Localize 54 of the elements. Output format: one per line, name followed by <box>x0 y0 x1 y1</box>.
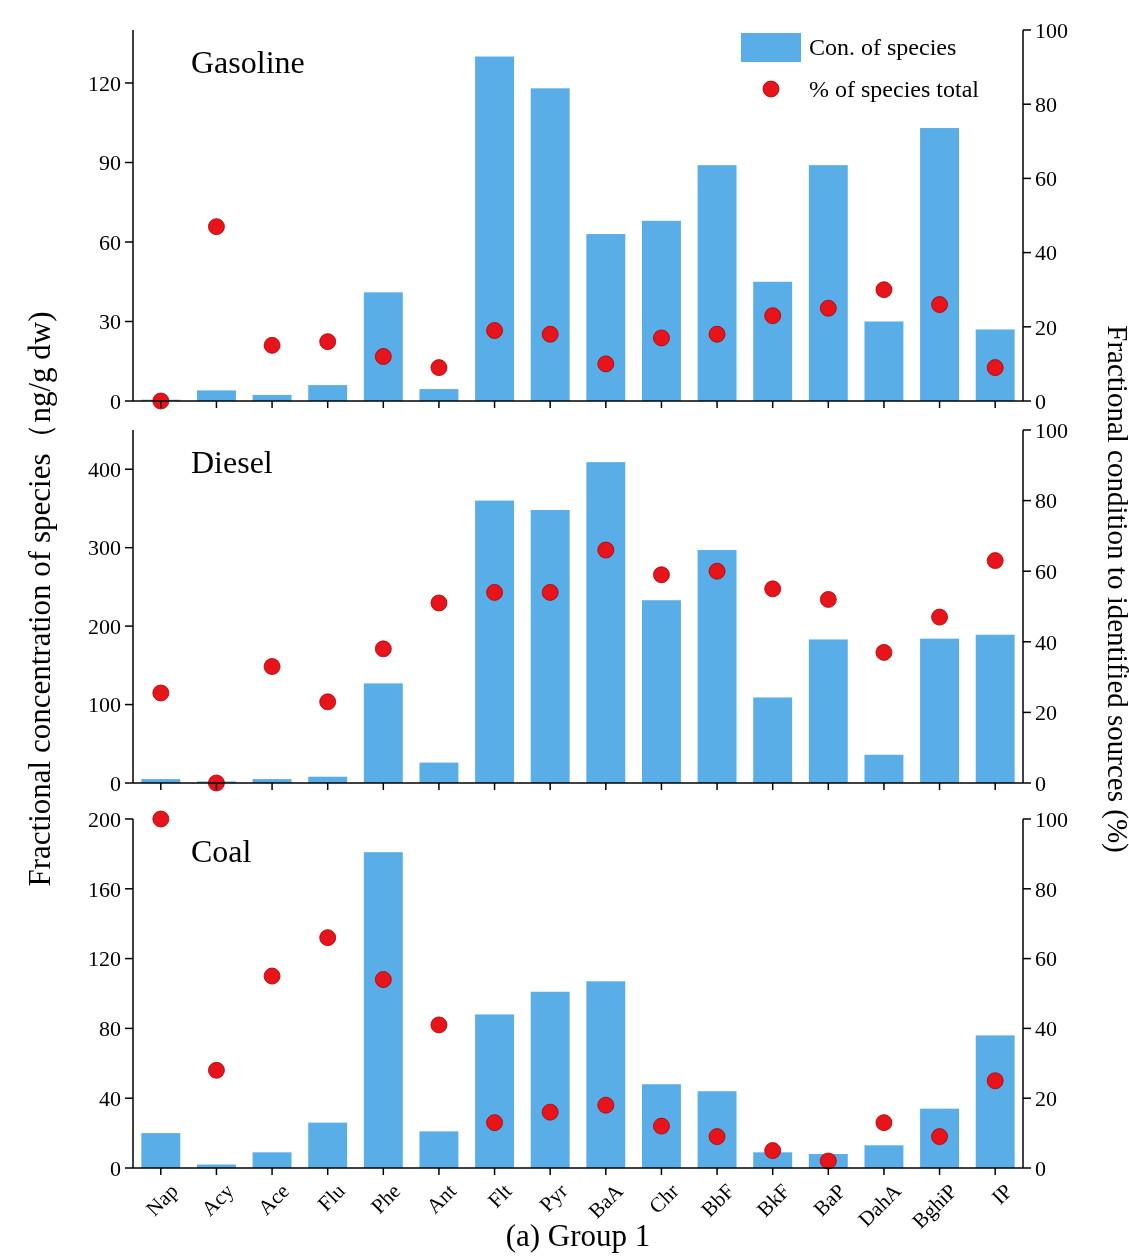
text: Diesel <box>191 444 273 480</box>
y-tick-label: 200 <box>88 806 121 832</box>
y-tick-label: 200 <box>88 613 121 639</box>
x-tick-label: Chr <box>644 1178 684 1219</box>
x-tick-label: BbF <box>696 1178 739 1222</box>
x-tick-label: Ant <box>421 1178 461 1219</box>
y2-tick-label: 40 <box>1035 629 1057 655</box>
x-tick-label: BaP <box>808 1178 851 1221</box>
y2-tick-label: 60 <box>1035 558 1057 584</box>
y2-tick-label: 0 <box>1035 388 1046 414</box>
y2-axis-title: Fractional condition to identified sources (%) <box>1101 325 1129 853</box>
y-tick-label: 120 <box>88 946 121 972</box>
y2-tick-label: 40 <box>1035 240 1057 266</box>
y2-tick-label: 60 <box>1035 166 1057 192</box>
y-tick-label: 160 <box>88 876 121 902</box>
y2-tick-label: 80 <box>1035 91 1057 117</box>
y2-tick-label: 0 <box>1035 770 1046 796</box>
legend-label: % of species total <box>809 76 980 103</box>
x-tick-label: Flu <box>312 1178 350 1216</box>
legend-label: Con. of species <box>809 34 957 61</box>
y2-tick-label: 100 <box>1035 806 1068 832</box>
y-tick-label: 40 <box>99 1085 121 1111</box>
y2-tick-label: 80 <box>1035 876 1057 902</box>
y2-tick-label: 60 <box>1035 946 1057 972</box>
y2-tick-label: 80 <box>1035 488 1057 514</box>
x-tick-label: Pyr <box>534 1178 573 1217</box>
y-axis-title: Fractional concentration of species（ng/g dw) <box>22 311 57 887</box>
x-tick-label: Acy <box>196 1178 239 1221</box>
y-tick-label: 120 <box>88 70 121 96</box>
y2-tick-label: 100 <box>1035 17 1068 43</box>
y-tick-label: 0 <box>110 770 121 796</box>
x-tick-label: BkF <box>752 1178 795 1222</box>
y-tick-label: 400 <box>88 456 121 482</box>
y2-tick-label: 40 <box>1035 1016 1057 1042</box>
y-tick-label: 0 <box>110 1155 121 1181</box>
y-tick-label: 0 <box>110 388 121 414</box>
chart-title: Gasoline <box>191 44 305 80</box>
text: Coal <box>191 833 252 869</box>
x-tick-label: Phe <box>366 1178 406 1219</box>
x-tick-label: Flt <box>483 1178 517 1213</box>
y-tick-label: 90 <box>99 150 121 176</box>
x-tick-label: Nap <box>141 1178 183 1221</box>
y2-tick-label: 0 <box>1035 1155 1046 1181</box>
y-tick-label: 60 <box>99 229 121 255</box>
y2-tick-label: 20 <box>1035 1085 1057 1111</box>
y-tick-label: 30 <box>99 309 121 335</box>
y2-tick-label: 20 <box>1035 700 1057 726</box>
y-tick-label: 100 <box>88 692 121 718</box>
y-tick-label: 80 <box>99 1016 121 1042</box>
y2-tick-label: 100 <box>1035 417 1068 443</box>
x-tick-label: IP <box>986 1178 1018 1210</box>
y2-tick-label: 20 <box>1035 314 1057 340</box>
y-tick-label: 300 <box>88 535 121 561</box>
x-tick-label: Ace <box>253 1178 294 1220</box>
